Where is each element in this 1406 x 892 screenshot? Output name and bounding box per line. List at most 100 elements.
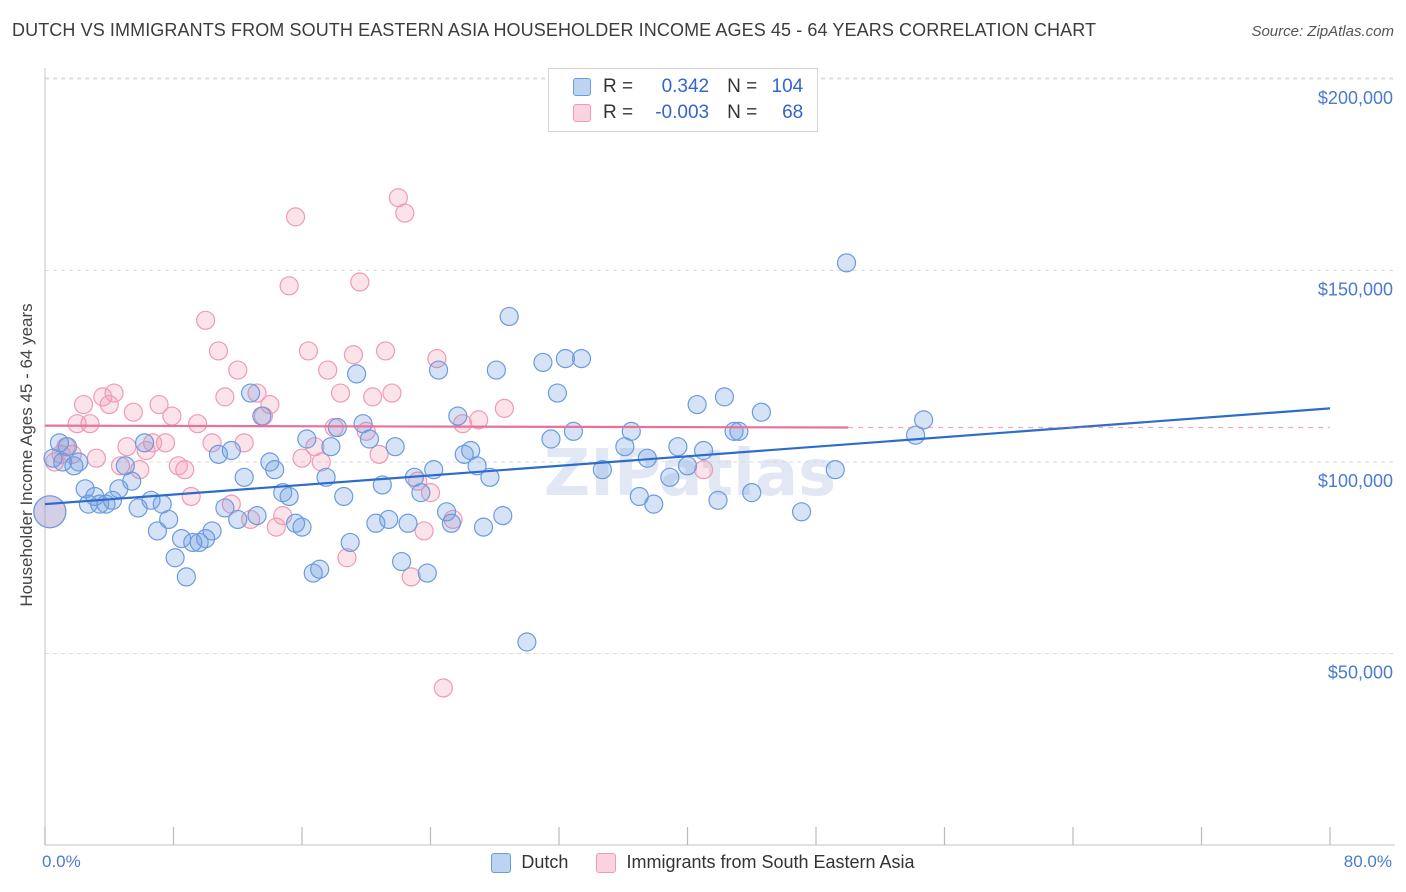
immigrants-point	[110, 456, 131, 476]
dutch-point	[69, 452, 89, 472]
dutch-point	[480, 467, 500, 487]
legend-row-immigrants: R = -0.003 N = 68	[573, 101, 803, 125]
dutch-point	[563, 421, 584, 441]
dutch-point	[729, 421, 749, 441]
immigrants-point	[318, 360, 338, 380]
immigrants-point	[187, 414, 208, 434]
dutch-point	[252, 406, 272, 426]
immigrants-point	[285, 207, 306, 227]
dutch-point	[791, 502, 812, 522]
dutch-point	[751, 402, 771, 422]
dutch-point	[321, 437, 341, 457]
immigrants-point	[337, 548, 357, 568]
legend-label-immigrants: Immigrants from South Eastern Asia	[626, 852, 915, 872]
dutch-point	[448, 406, 468, 426]
dutch-point	[436, 502, 457, 522]
y-tick-label: $150,000	[1318, 280, 1393, 300]
r-value: -0.003	[655, 102, 710, 123]
dutch-point	[183, 532, 203, 553]
immigrants-point	[155, 433, 176, 453]
dutch-point	[292, 517, 312, 537]
dutch-point	[385, 437, 405, 457]
immigrants-point	[433, 678, 453, 698]
immigrants-point	[266, 517, 286, 537]
dutch-point	[122, 471, 142, 491]
immigrants-point	[123, 402, 143, 422]
n-label: N =	[727, 76, 758, 97]
immigrants-point	[196, 310, 216, 330]
chart-title: DUTCH VS IMMIGRANTS FROM SOUTH EASTERN A…	[12, 20, 1097, 40]
immigrants-point	[330, 383, 351, 403]
dutch-point	[134, 433, 155, 453]
r-label: R =	[603, 76, 634, 97]
dutch-swatch	[491, 852, 512, 873]
legend-row-dutch: R = 0.342 N = 104	[573, 75, 803, 99]
immigrants-point	[181, 486, 201, 507]
dutch-point	[467, 456, 487, 476]
dutch-point	[196, 528, 216, 549]
x-tick-max: 80.0%	[1343, 852, 1392, 871]
dutch-point	[473, 517, 494, 537]
dutch-point	[57, 437, 78, 457]
immigrants-point	[420, 483, 441, 503]
dutch-point	[660, 467, 680, 487]
dutch-point	[391, 551, 412, 572]
dutch-point	[687, 394, 707, 415]
dutch-point	[517, 632, 537, 652]
immigrants-point	[279, 276, 299, 296]
dutch-point	[234, 467, 254, 487]
dutch-point	[428, 360, 449, 380]
immigrants-point	[162, 406, 182, 426]
x-tick-min: 0.0%	[42, 852, 81, 871]
dutch-point	[441, 513, 461, 533]
dutch-point	[693, 440, 714, 461]
immigrants-point	[350, 272, 370, 292]
dutch-point	[825, 460, 845, 480]
immigrants-point	[86, 448, 107, 468]
dutch-point	[398, 513, 418, 533]
legend-item-immigrants: Immigrants from South Eastern Asia	[596, 852, 915, 873]
n-value: 104	[771, 76, 804, 97]
immigrants-trend-line	[44, 424, 849, 429]
immigrants-point	[382, 383, 402, 403]
series-legend: Dutch Immigrants from South Eastern Asia	[0, 852, 1406, 873]
dutch-point	[347, 364, 367, 384]
immigrants-point	[73, 394, 94, 415]
immigrants-point	[80, 414, 100, 434]
correlation-legend: R = 0.342 N = 104 R = -0.003 N = 68	[548, 68, 818, 132]
immigrants-point	[414, 521, 434, 541]
immigrants-point	[298, 341, 319, 361]
n-value: 68	[782, 102, 804, 123]
dutch-point	[265, 460, 285, 480]
dutch-point	[714, 387, 735, 407]
n-label: N =	[727, 102, 758, 123]
dutch-point	[417, 563, 437, 583]
dutch-point	[541, 429, 561, 449]
dutch-point	[75, 479, 95, 499]
immigrants-point	[401, 567, 421, 587]
dutch-point	[241, 383, 261, 403]
dutch-point	[668, 437, 688, 457]
dutch-point	[742, 483, 762, 503]
immigrants-point	[292, 448, 312, 468]
dutch-point	[247, 506, 267, 526]
source-label: Source: ZipAtlas.com	[1251, 23, 1394, 40]
immigrants-point	[693, 460, 714, 480]
dutch-point	[366, 513, 386, 533]
dutch-point	[202, 521, 222, 541]
dutch-point	[592, 460, 612, 480]
dutch-point	[372, 475, 392, 495]
immigrants-point	[395, 203, 415, 223]
dutch-point	[215, 498, 235, 518]
immigrants-point	[215, 387, 235, 407]
dutch-point	[165, 548, 185, 568]
immigrants-point	[104, 383, 124, 403]
immigrants-point	[136, 440, 156, 461]
dutch-point	[547, 383, 567, 403]
immigrants-point	[208, 341, 229, 361]
y-tick-label: $100,000	[1318, 471, 1393, 491]
dutch-point	[334, 486, 354, 507]
dutch-point	[33, 495, 67, 529]
dutch-point	[359, 429, 380, 449]
immigrants-point	[494, 398, 514, 418]
